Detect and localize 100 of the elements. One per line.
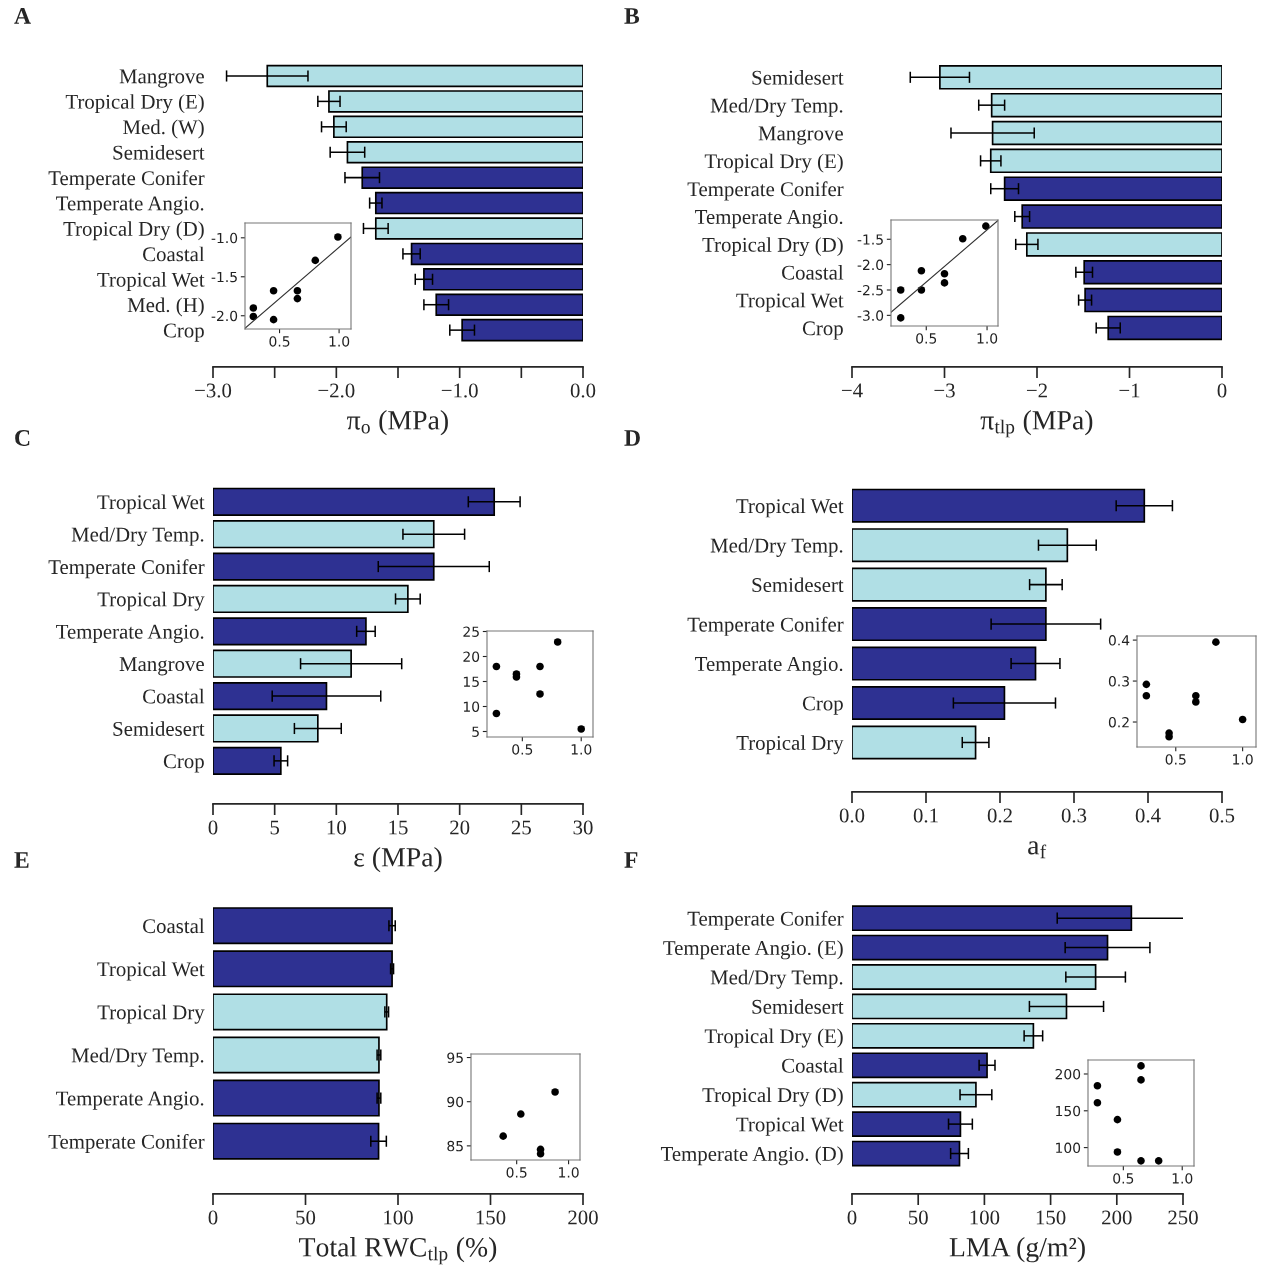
y-tick-label: 200 xyxy=(1055,1068,1081,1080)
y-tick-label: Crop xyxy=(802,696,843,715)
x-tick-label: 15 xyxy=(389,820,408,835)
y-tick-label: Semidesert xyxy=(113,721,205,736)
x-tick-label: 5 xyxy=(270,820,280,835)
y-tick-label: 25 xyxy=(463,626,479,637)
y-tick-label: Tropical Dry (E) xyxy=(704,1028,843,1048)
y-tick-label: -1.0 xyxy=(211,232,238,244)
x-tick-label: 0 xyxy=(208,1210,218,1225)
x-tick-label: 100 xyxy=(384,1210,413,1225)
y-tick-label: Tropical Dry (E) xyxy=(65,94,204,114)
y-tick-label: Coastal xyxy=(143,918,205,934)
y-tick-label: Temperate Angio. xyxy=(56,1091,204,1110)
y-tick-label: 90 xyxy=(447,1096,464,1108)
y-tick-label: Med. (W) xyxy=(123,119,204,139)
x-tick-label: 0.0 xyxy=(839,808,865,823)
text: B xyxy=(624,8,640,24)
y-tick-label: 100 xyxy=(1056,1142,1081,1154)
y-tick-label: Coastal xyxy=(782,1058,844,1073)
y-tick-label: Tropical Dry (D) xyxy=(702,1087,843,1107)
x-tick-label: 0.5 xyxy=(916,333,937,344)
y-tick-label: -3.0 xyxy=(857,310,884,321)
y-tick-label: Med/Dry Temp. xyxy=(710,537,843,557)
x-tick-label: 0 xyxy=(1217,383,1227,398)
x-tick-label: 10 xyxy=(327,820,346,835)
x-tick-label: −1.0 xyxy=(441,383,478,398)
y-tick-label: Mangrove xyxy=(119,69,204,88)
y-tick-label: Semidesert xyxy=(752,577,844,593)
y-tick-label: Coastal xyxy=(143,688,205,704)
x-tick-label: 0.5 xyxy=(1209,808,1235,823)
text: F xyxy=(624,852,638,868)
y-tick-label: 10 xyxy=(463,701,480,712)
x-axis-title: π$_{tlp}$ (MPa) xyxy=(980,410,1093,438)
x-tick-label: 0.5 xyxy=(1113,1173,1134,1184)
y-tick-label: -2.0 xyxy=(857,259,884,271)
y-tick-label: Med/Dry Temp. xyxy=(710,969,843,989)
x-tick-label: 50 xyxy=(296,1210,316,1225)
y-tick-label: Semidesert xyxy=(113,144,205,160)
y-tick-label: Temperate Conifer xyxy=(48,1133,205,1153)
x-tick-label: 100 xyxy=(970,1210,1000,1225)
y-tick-label: Tropical Dry (D) xyxy=(63,221,204,241)
y-tick-label: Crop xyxy=(163,323,204,342)
y-tick-label: 150 xyxy=(1056,1105,1081,1117)
x-tick-label: 150 xyxy=(476,1210,506,1225)
y-tick-label: Temperate Angio. (E) xyxy=(663,940,843,960)
y-tick-label: Tropical Wet xyxy=(97,961,205,981)
x-tick-label: 0.5 xyxy=(1165,754,1186,765)
x-axis-title: LMA (g/m²) xyxy=(949,1237,1085,1263)
x-tick-label: 250 xyxy=(1168,1210,1198,1225)
x-tick-label: 0.5 xyxy=(269,336,290,347)
y-tick-label: 0.3 xyxy=(1108,676,1129,687)
y-tick-label: Crop xyxy=(802,321,843,340)
y-tick-label: Tropical Wet xyxy=(97,494,205,514)
y-tick-label: 85 xyxy=(447,1140,463,1152)
y-tick-label: Tropical Wet xyxy=(97,272,205,291)
x-tick-label: 0.1 xyxy=(913,808,938,823)
y-tick-label: -1.5 xyxy=(857,234,883,245)
y-tick-label: Tropical Wet xyxy=(736,498,844,518)
text: C xyxy=(15,430,30,446)
x-axis-title: ε (MPa) xyxy=(354,847,442,873)
x-tick-label: −3.0 xyxy=(195,383,232,398)
y-tick-label: Tropical Dry xyxy=(97,1004,205,1024)
y-tick-label: Temperate Angio. (D) xyxy=(660,1146,843,1166)
y-tick-label: Temperate Angio. xyxy=(56,624,204,644)
x-tick-label: −2.0 xyxy=(318,383,355,398)
y-tick-label: Tropical Wet xyxy=(736,292,844,312)
x-tick-label: −1 xyxy=(1119,383,1140,398)
y-tick-label: Temperate Conifer xyxy=(48,170,205,190)
y-tick-label: 15 xyxy=(463,676,479,687)
x-tick-label: 1.0 xyxy=(329,336,350,347)
x-tick-label: −3 xyxy=(934,383,955,398)
y-tick-label: Tropical Dry xyxy=(97,591,205,611)
x-tick-label: 50 xyxy=(908,1210,928,1225)
y-tick-label: Temperate Conifer xyxy=(687,181,844,201)
y-tick-label: Temperate Conifer xyxy=(48,559,205,579)
y-tick-label: Med. (H) xyxy=(127,297,204,317)
x-tick-label: 0 xyxy=(208,820,218,835)
text: D xyxy=(624,430,640,446)
y-tick-label: Temperate Conifer xyxy=(687,616,844,636)
y-tick-label: Crop xyxy=(163,754,204,773)
y-tick-label: 0.2 xyxy=(1108,716,1129,728)
y-tick-label: Med/Dry Temp. xyxy=(710,97,843,117)
x-axis-title: Total RWC$_{tlp}$ (%) xyxy=(299,1237,497,1265)
y-tick-label: Coastal xyxy=(782,265,844,280)
y-tick-label: Temperate Angio. xyxy=(695,209,843,229)
text: A xyxy=(14,8,31,24)
x-tick-label: 0.5 xyxy=(512,744,533,755)
y-tick-label: 5 xyxy=(472,726,479,737)
y-tick-label: Semidesert xyxy=(752,999,844,1014)
x-tick-label: −4 xyxy=(841,383,863,398)
y-tick-label: Coastal xyxy=(143,246,205,262)
y-tick-label: -2.5 xyxy=(857,284,883,296)
y-tick-label: Temperate Angio. xyxy=(56,196,204,215)
x-axis-title: π$_{o}$ (MPa) xyxy=(346,410,448,436)
y-tick-label: 20 xyxy=(463,651,480,662)
y-tick-label: Temperate Conifer xyxy=(687,910,844,930)
x-tick-label: 1.0 xyxy=(1233,754,1253,765)
x-tick-label: 0.4 xyxy=(1135,808,1161,823)
y-tick-label: Med/Dry Temp. xyxy=(71,1047,204,1067)
y-tick-label: Semidesert xyxy=(752,70,844,85)
